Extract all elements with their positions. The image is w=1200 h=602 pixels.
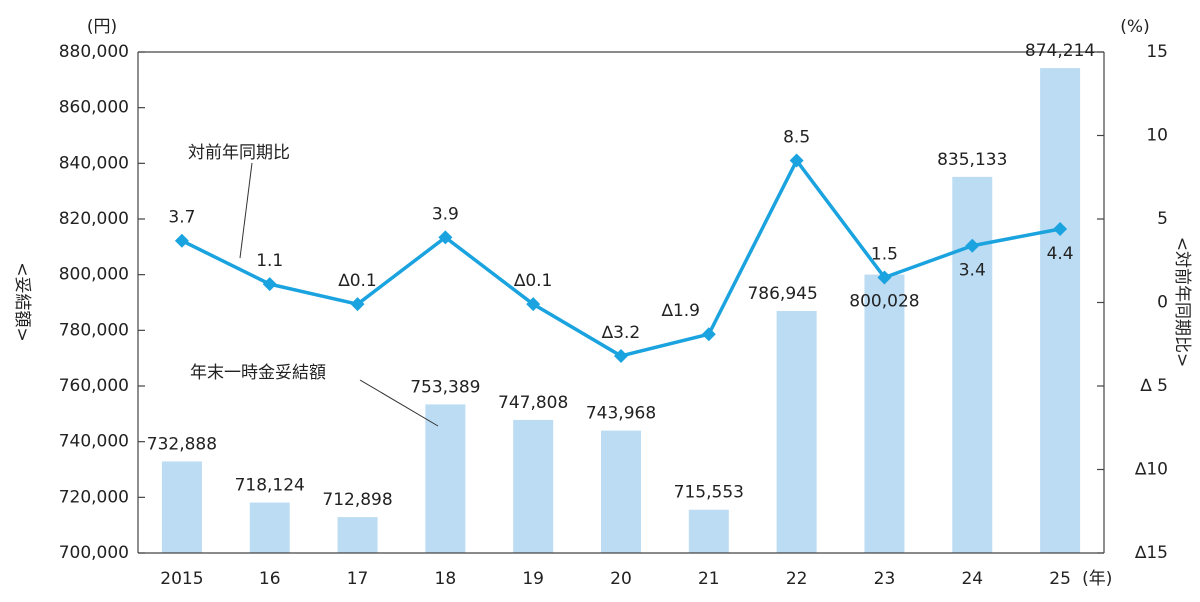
line-value-label: 1.5	[871, 244, 898, 264]
right-tick-label: ∆10	[1134, 460, 1168, 480]
x-tick-label: 25	[1049, 569, 1071, 589]
x-tick-label: 18	[435, 569, 457, 589]
bar-series	[161, 68, 1081, 553]
line-value-label: 4.4	[1047, 244, 1074, 264]
bar	[952, 176, 993, 553]
line-value-label: ∆0.1	[513, 271, 552, 291]
annotation-leaders	[239, 162, 439, 427]
right-axis-ticks: 15 10 5 0 ∆ 5 ∆10 ∆15	[1097, 42, 1168, 563]
line-value-label: ∆3.2	[601, 323, 640, 343]
right-tick-label: 10	[1146, 126, 1168, 146]
bar-value-label: 732,888	[147, 434, 217, 454]
line-point-marker	[1053, 222, 1068, 237]
bar	[776, 311, 817, 553]
bar-value-label: 874,214	[1025, 41, 1095, 61]
bar-value-label: 743,968	[586, 404, 656, 424]
left-axis-unit: (円)	[87, 17, 117, 37]
left-tick-label: 880,000	[59, 42, 129, 62]
bar-annotation-leader	[359, 379, 439, 427]
line-point-marker	[789, 153, 804, 168]
bar-value-label: 835,133	[937, 150, 1007, 170]
x-tick-label: 23	[874, 569, 896, 589]
bar-value-label: 753,389	[410, 377, 480, 397]
bar	[249, 502, 290, 553]
bar-value-label: 718,124	[235, 476, 305, 496]
right-tick-label: ∆15	[1134, 543, 1168, 563]
line-value-label: 3.7	[168, 208, 195, 228]
left-axis-ticks: 700,000 720,000 740,000 760,000 780,000 800,0…	[59, 42, 145, 563]
bar-series-annotation: 年末一時金妥結額	[190, 363, 326, 383]
left-tick-label: 820,000	[59, 209, 129, 229]
line-point-marker	[526, 297, 541, 312]
bar-value-label: 712,898	[322, 490, 392, 510]
line-point-marker	[350, 297, 365, 312]
bar	[601, 430, 641, 553]
left-tick-label: 780,000	[59, 320, 129, 340]
x-tick-label: 17	[347, 569, 369, 589]
line-point-marker	[701, 327, 716, 342]
line-point-marker	[174, 233, 189, 248]
bar	[688, 509, 729, 553]
left-tick-label: 860,000	[59, 98, 129, 118]
bar	[1040, 68, 1081, 553]
bar	[864, 274, 905, 553]
line-annotation-leader	[239, 162, 253, 259]
line-series	[174, 153, 1068, 363]
line-series-annotation: 対前年同期比	[188, 143, 290, 163]
x-tick-label: 16	[259, 569, 281, 589]
line-value-label: ∆0.1	[337, 271, 376, 291]
x-tick-label: 21	[698, 569, 720, 589]
line-point-marker	[965, 238, 980, 253]
right-tick-label: 5	[1157, 209, 1168, 229]
right-tick-label: 15	[1146, 42, 1168, 62]
right-tick-label: 0	[1157, 293, 1168, 313]
line-value-label: 1.1	[256, 251, 283, 271]
line-value-labels: 3.7 1.1 ∆0.1 3.9 ∆0.1 ∆3.2 ∆1.9 8.5 1.5 3.4 4.4	[168, 128, 1073, 343]
bar	[337, 517, 378, 553]
line-point-marker	[877, 270, 892, 285]
left-axis-title: <妥結額>	[12, 262, 32, 342]
x-axis-unit: (年)	[1082, 569, 1112, 589]
right-tick-label: ∆ 5	[1139, 376, 1168, 396]
x-tick-label: 2015	[160, 569, 203, 589]
line-value-label: 8.5	[783, 128, 810, 148]
right-axis-unit: (%)	[1120, 17, 1149, 37]
x-axis-ticks: 2015 16 17 18 19 20 21 22 23 24 25 (年)	[160, 569, 1112, 589]
left-tick-label: 840,000	[59, 153, 129, 173]
right-axis-title: <対前年同期比>	[1172, 237, 1192, 368]
left-tick-label: 720,000	[59, 487, 129, 507]
x-tick-label: 22	[786, 569, 808, 589]
line-value-label: 3.4	[959, 261, 986, 281]
left-tick-label: 740,000	[59, 432, 129, 452]
left-tick-label: 760,000	[59, 376, 129, 396]
bar-value-label: 715,553	[674, 483, 744, 503]
x-tick-label: 19	[522, 569, 544, 589]
bar-value-label: 747,808	[498, 393, 568, 413]
bar	[161, 461, 202, 553]
line-value-label: 3.9	[432, 204, 459, 224]
left-tick-label: 800,000	[59, 265, 129, 285]
bar	[513, 419, 554, 553]
line-point-marker	[262, 277, 277, 292]
bar-value-label: 786,945	[747, 284, 817, 304]
line-value-label: ∆1.9	[661, 301, 700, 321]
bar-value-label: 800,028	[849, 292, 919, 312]
left-tick-label: 700,000	[59, 543, 129, 563]
line-point-marker	[614, 348, 628, 363]
line-point-marker	[438, 230, 453, 245]
bar	[425, 404, 466, 553]
bar-value-labels: 732,888 718,124 712,898 753,389 747,808 743,9…	[147, 41, 1095, 510]
x-tick-label: 24	[961, 569, 983, 589]
x-tick-label: 20	[610, 569, 632, 589]
